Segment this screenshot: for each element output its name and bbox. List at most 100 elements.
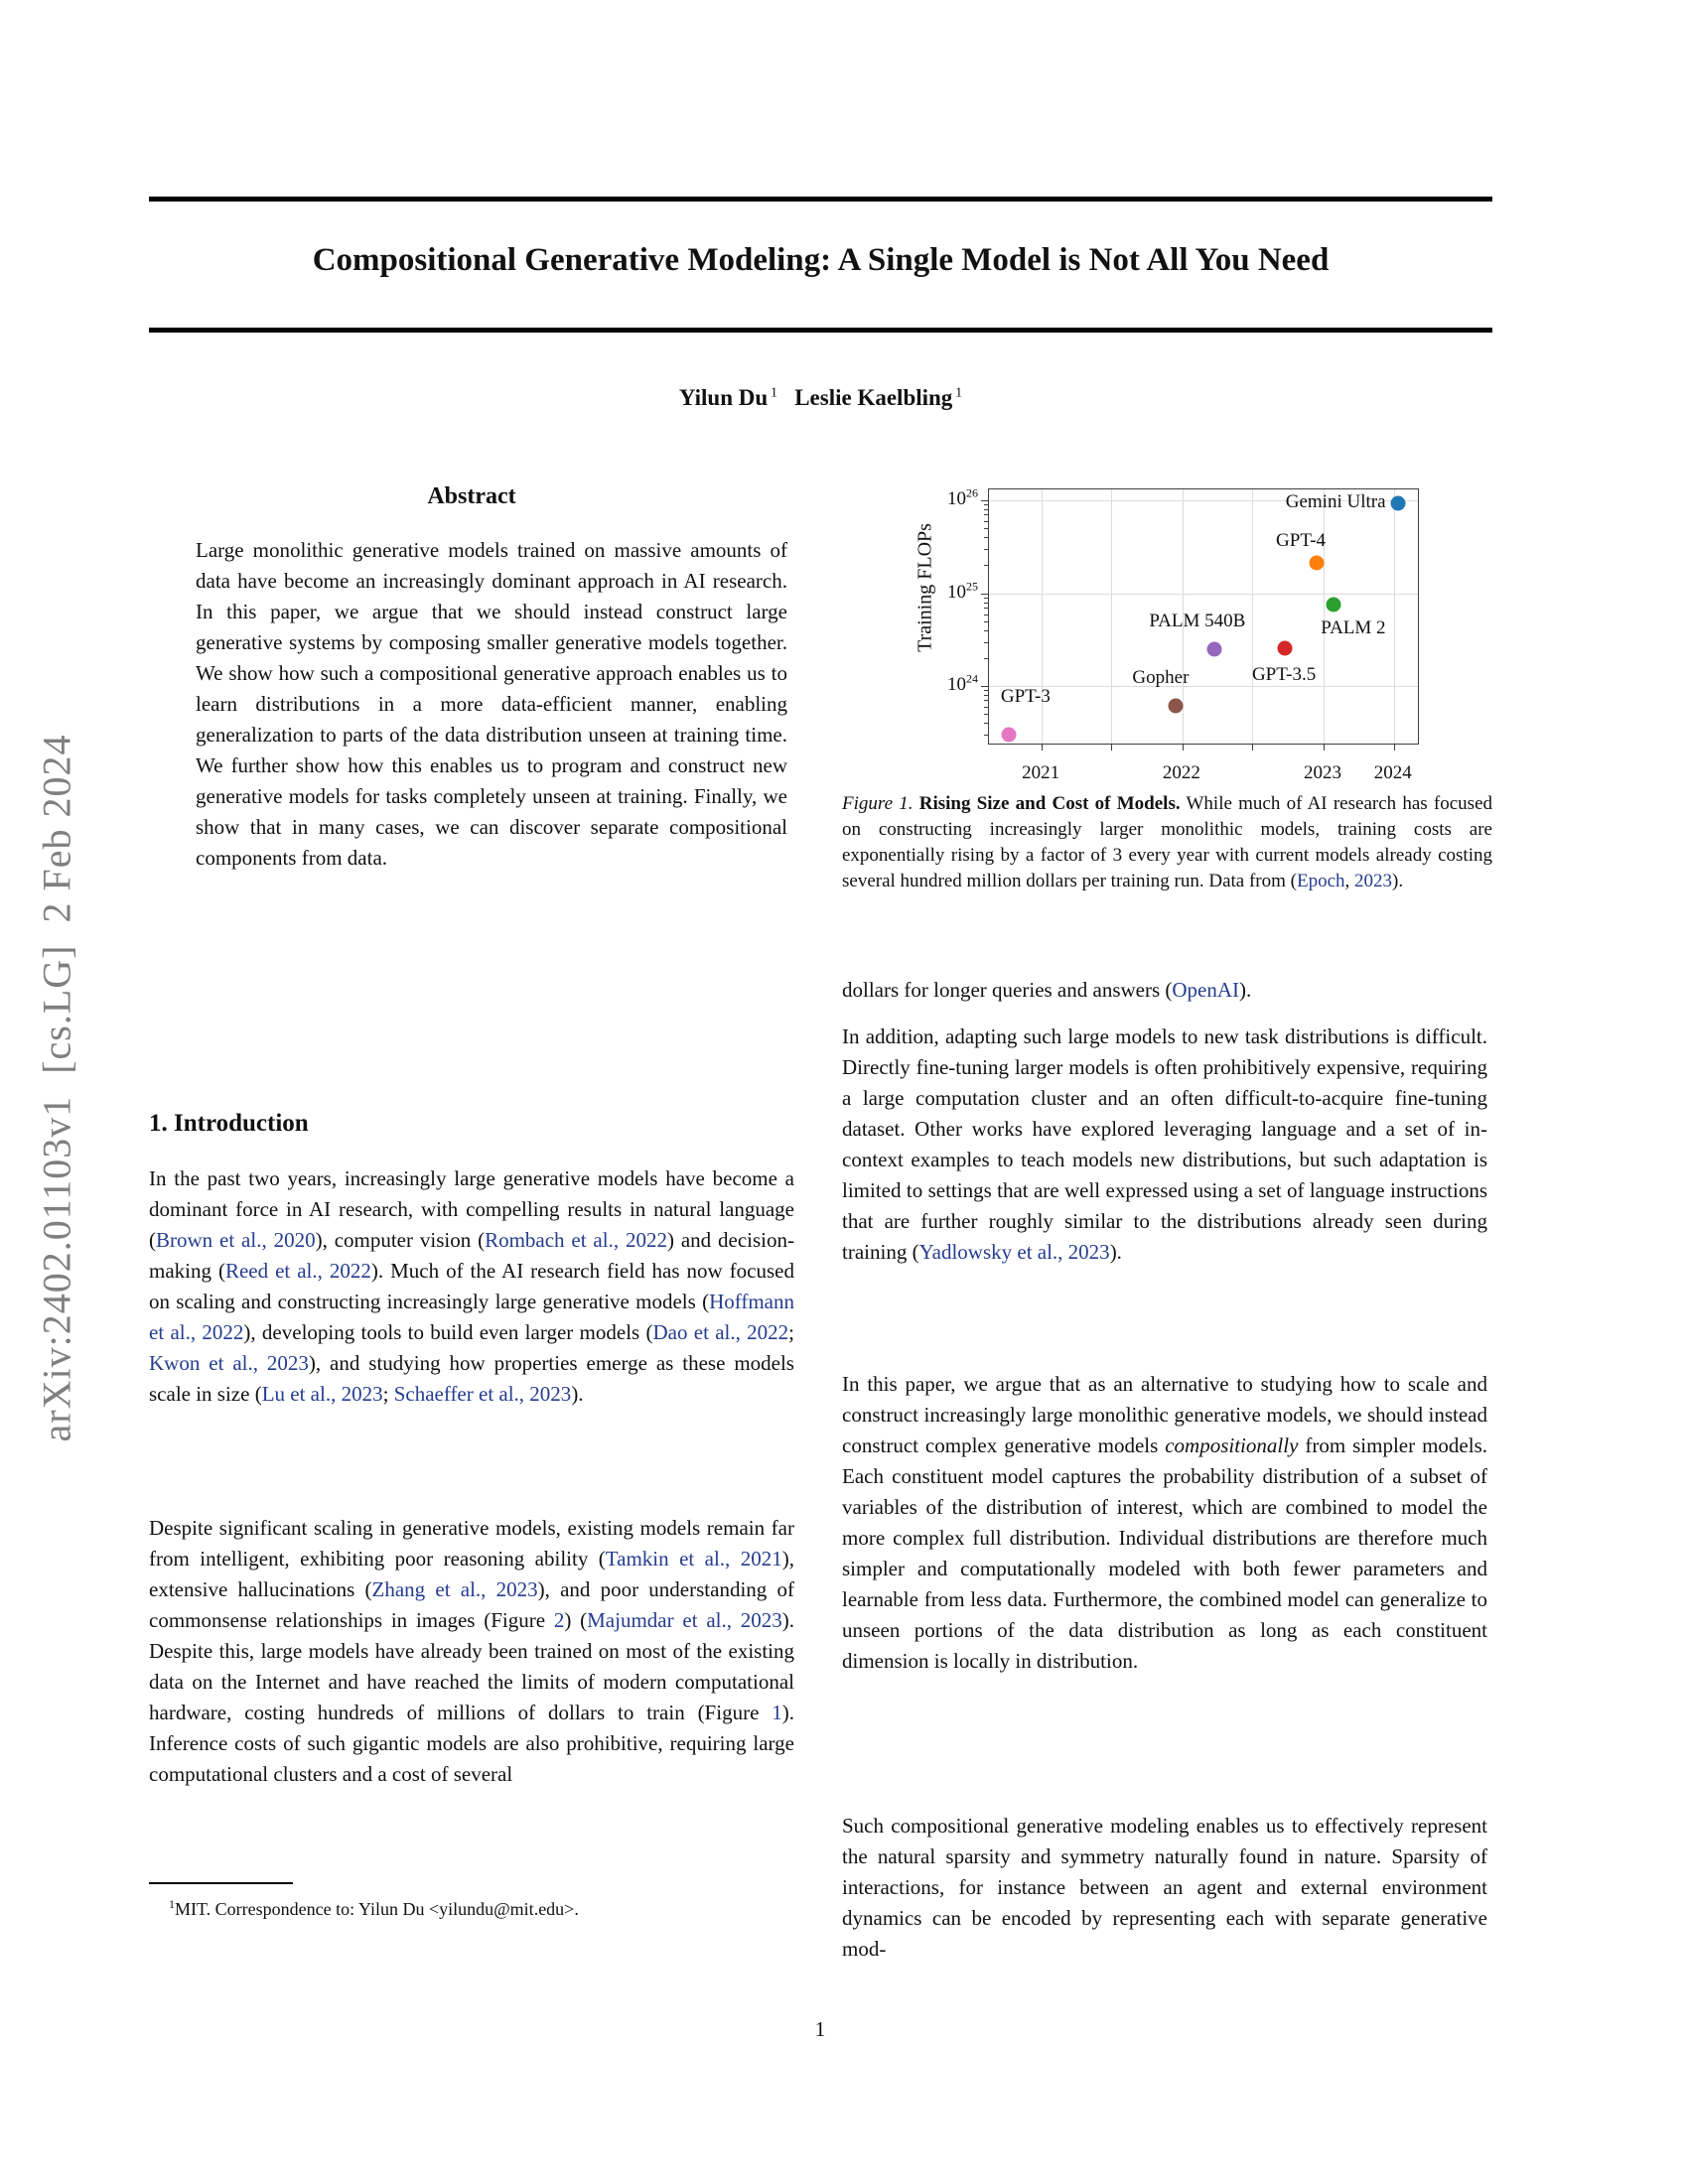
y-minor-tick-mark xyxy=(984,658,988,660)
abstract-heading: Abstract xyxy=(427,483,516,509)
x-tick-label: 2023 xyxy=(1303,762,1341,783)
right-paragraph-3: Such compositional generative modeling e… xyxy=(842,1811,1487,1965)
y-minor-tick-mark xyxy=(984,548,988,550)
citation-link[interactable]: OpenAI xyxy=(1172,978,1240,1002)
citation-link[interactable]: 2 xyxy=(553,1608,565,1632)
y-minor-tick-mark xyxy=(984,700,988,702)
y-minor-tick-mark xyxy=(984,537,988,539)
y-minor-tick-mark xyxy=(984,509,988,511)
text-segment: In addition, adapting such large models … xyxy=(842,1024,1487,1264)
y-minor-tick-mark xyxy=(984,630,988,632)
right-paragraph-1: In addition, adapting such large models … xyxy=(842,1022,1487,1268)
footnote-rule xyxy=(149,1882,293,1884)
intro-paragraph-1: In the past two years, increasingly larg… xyxy=(149,1163,794,1410)
y-minor-tick-mark xyxy=(984,603,988,604)
x-tick-labels: 2021 2022 2023 2024 xyxy=(988,751,1417,783)
y-minor-tick-mark xyxy=(984,734,988,736)
citation-link[interactable]: Yadlowsky et al., 2023 xyxy=(918,1240,1110,1264)
footnote: 1MIT. Correspondence to: Yilun Du <yilun… xyxy=(149,1893,794,1921)
figure-1: Training FLOPs 1026 1025 1024 GPT-3 Gopher P… xyxy=(842,457,1492,784)
citation-link[interactable]: Majumdar et al., 2023 xyxy=(587,1608,782,1632)
title-rule-top xyxy=(149,197,1492,202)
text-segment: ), and studying how properties emerge as… xyxy=(149,1351,794,1406)
y-minor-tick-mark xyxy=(984,520,988,522)
text-segment: ). xyxy=(571,1382,584,1406)
data-point-label: PALM 2 xyxy=(1321,616,1386,638)
y-minor-tick-mark xyxy=(984,565,988,567)
citation-link[interactable]: Dao et al., 2022 xyxy=(652,1320,789,1344)
x-tick-label: 2022 xyxy=(1162,762,1200,783)
footnote-text: MIT. Correspondence to: Yilun Du <yilund… xyxy=(175,1899,579,1919)
x-tick-mark xyxy=(1323,745,1326,751)
gridline xyxy=(1393,489,1395,744)
text-segment: ). Inference costs of such gigantic mode… xyxy=(149,1701,794,1786)
citation-link[interactable]: 1 xyxy=(772,1701,782,1724)
data-point-gpt-3-5 xyxy=(1277,640,1293,656)
y-tick-label: 1026 xyxy=(947,485,978,509)
y-tick-mark xyxy=(981,685,988,688)
text-segment: Despite significant scaling in generativ… xyxy=(149,1516,794,1570)
figure-1-caption: Figure 1. Rising Size and Cost of Models… xyxy=(842,791,1492,894)
author-affiliation-marker: 1 xyxy=(952,385,963,401)
x-tick-mark xyxy=(1182,745,1185,751)
citation-link[interactable]: Rombach et al., 2022 xyxy=(485,1228,667,1252)
y-minor-tick-mark xyxy=(984,690,988,692)
data-point-palm-2 xyxy=(1326,597,1341,613)
gridline xyxy=(1323,489,1325,744)
x-tick-label: 2021 xyxy=(1022,762,1060,783)
text-segment: compositionally xyxy=(1165,1433,1299,1457)
y-tick-labels: 1026 1025 1024 xyxy=(842,457,981,784)
text-segment: While much of AI research has focused on… xyxy=(842,793,1493,891)
text-segment: ), developing tools to build even larger… xyxy=(243,1320,653,1344)
citation-link[interactable]: 2023 xyxy=(1354,871,1393,891)
author-name: Leslie Kaelbling xyxy=(794,385,953,410)
text-segment: ), computer vision ( xyxy=(315,1228,486,1252)
text-segment: Rising Size and Cost of Models. xyxy=(918,793,1181,814)
arxiv-watermark: arXiv:2402.01103v1 [cs.LG] 2 Feb 2024 xyxy=(34,734,79,1442)
text-segment: ). Much of the AI research field has now… xyxy=(149,1259,794,1313)
y-minor-tick-mark xyxy=(984,598,988,600)
citation-link[interactable]: Schaeffer et al., 2023 xyxy=(393,1382,572,1406)
gridline xyxy=(989,593,1418,595)
y-tick-label: 1025 xyxy=(947,579,978,603)
citation-link[interactable]: Tamkin et al., 2021 xyxy=(605,1547,782,1570)
gridline xyxy=(989,685,1418,687)
section-heading-introduction: 1. Introduction xyxy=(149,1110,309,1137)
citation-link[interactable]: Zhang et al., 2023 xyxy=(371,1577,538,1601)
gridline xyxy=(989,500,1418,501)
y-minor-tick-mark xyxy=(984,504,988,506)
page-number: 1 xyxy=(814,2017,826,2041)
x-tick-mark xyxy=(1042,745,1044,751)
paper-title: Compositional Generative Modeling: A Sin… xyxy=(312,242,1330,278)
data-point-gemini-ultra xyxy=(1390,495,1406,511)
x-tick-mark xyxy=(1393,745,1395,751)
text-segment: Such compositional generative modeling e… xyxy=(842,1814,1487,1961)
y-minor-tick-mark xyxy=(984,608,988,610)
citation-link[interactable]: Brown et al., 2020 xyxy=(156,1228,316,1252)
author-affiliation-marker: 1 xyxy=(768,385,777,401)
citation-link[interactable]: Reed et al., 2022 xyxy=(224,1259,371,1283)
x-tick-label: 2024 xyxy=(1373,762,1412,783)
citation-link[interactable]: Epoch xyxy=(1296,871,1345,891)
text-segment: In this paper, we argue that as an alter… xyxy=(842,1372,1487,1457)
gridline xyxy=(1042,489,1044,744)
left-column: Abstract Large monolithic generative mod… xyxy=(149,0,794,2184)
data-point-gopher xyxy=(1168,698,1184,714)
y-tick-mark xyxy=(981,500,988,502)
y-tick-label: 1024 xyxy=(947,671,978,695)
text-segment: ). xyxy=(1392,871,1404,891)
abstract-body: Large monolithic generative models train… xyxy=(196,538,787,870)
citation-link[interactable]: Hoffmann et al., 2022 xyxy=(149,1290,794,1344)
gridline xyxy=(1251,489,1253,744)
y-minor-tick-mark xyxy=(984,714,988,716)
title-rule-bottom xyxy=(149,328,1492,333)
text-segment: from simpler models. Each constituent mo… xyxy=(842,1433,1487,1673)
y-minor-tick-mark xyxy=(984,621,988,623)
text-segment: ) ( xyxy=(564,1608,588,1632)
author-name: Yilun Du xyxy=(678,385,769,410)
right-column: Training FLOPs 1026 1025 1024 GPT-3 Gopher P… xyxy=(842,0,1492,2184)
y-tick-mark xyxy=(981,593,988,596)
citation-link[interactable]: Lu et al., 2023 xyxy=(261,1382,383,1406)
citation-link[interactable]: Kwon et al., 2023 xyxy=(149,1351,309,1375)
